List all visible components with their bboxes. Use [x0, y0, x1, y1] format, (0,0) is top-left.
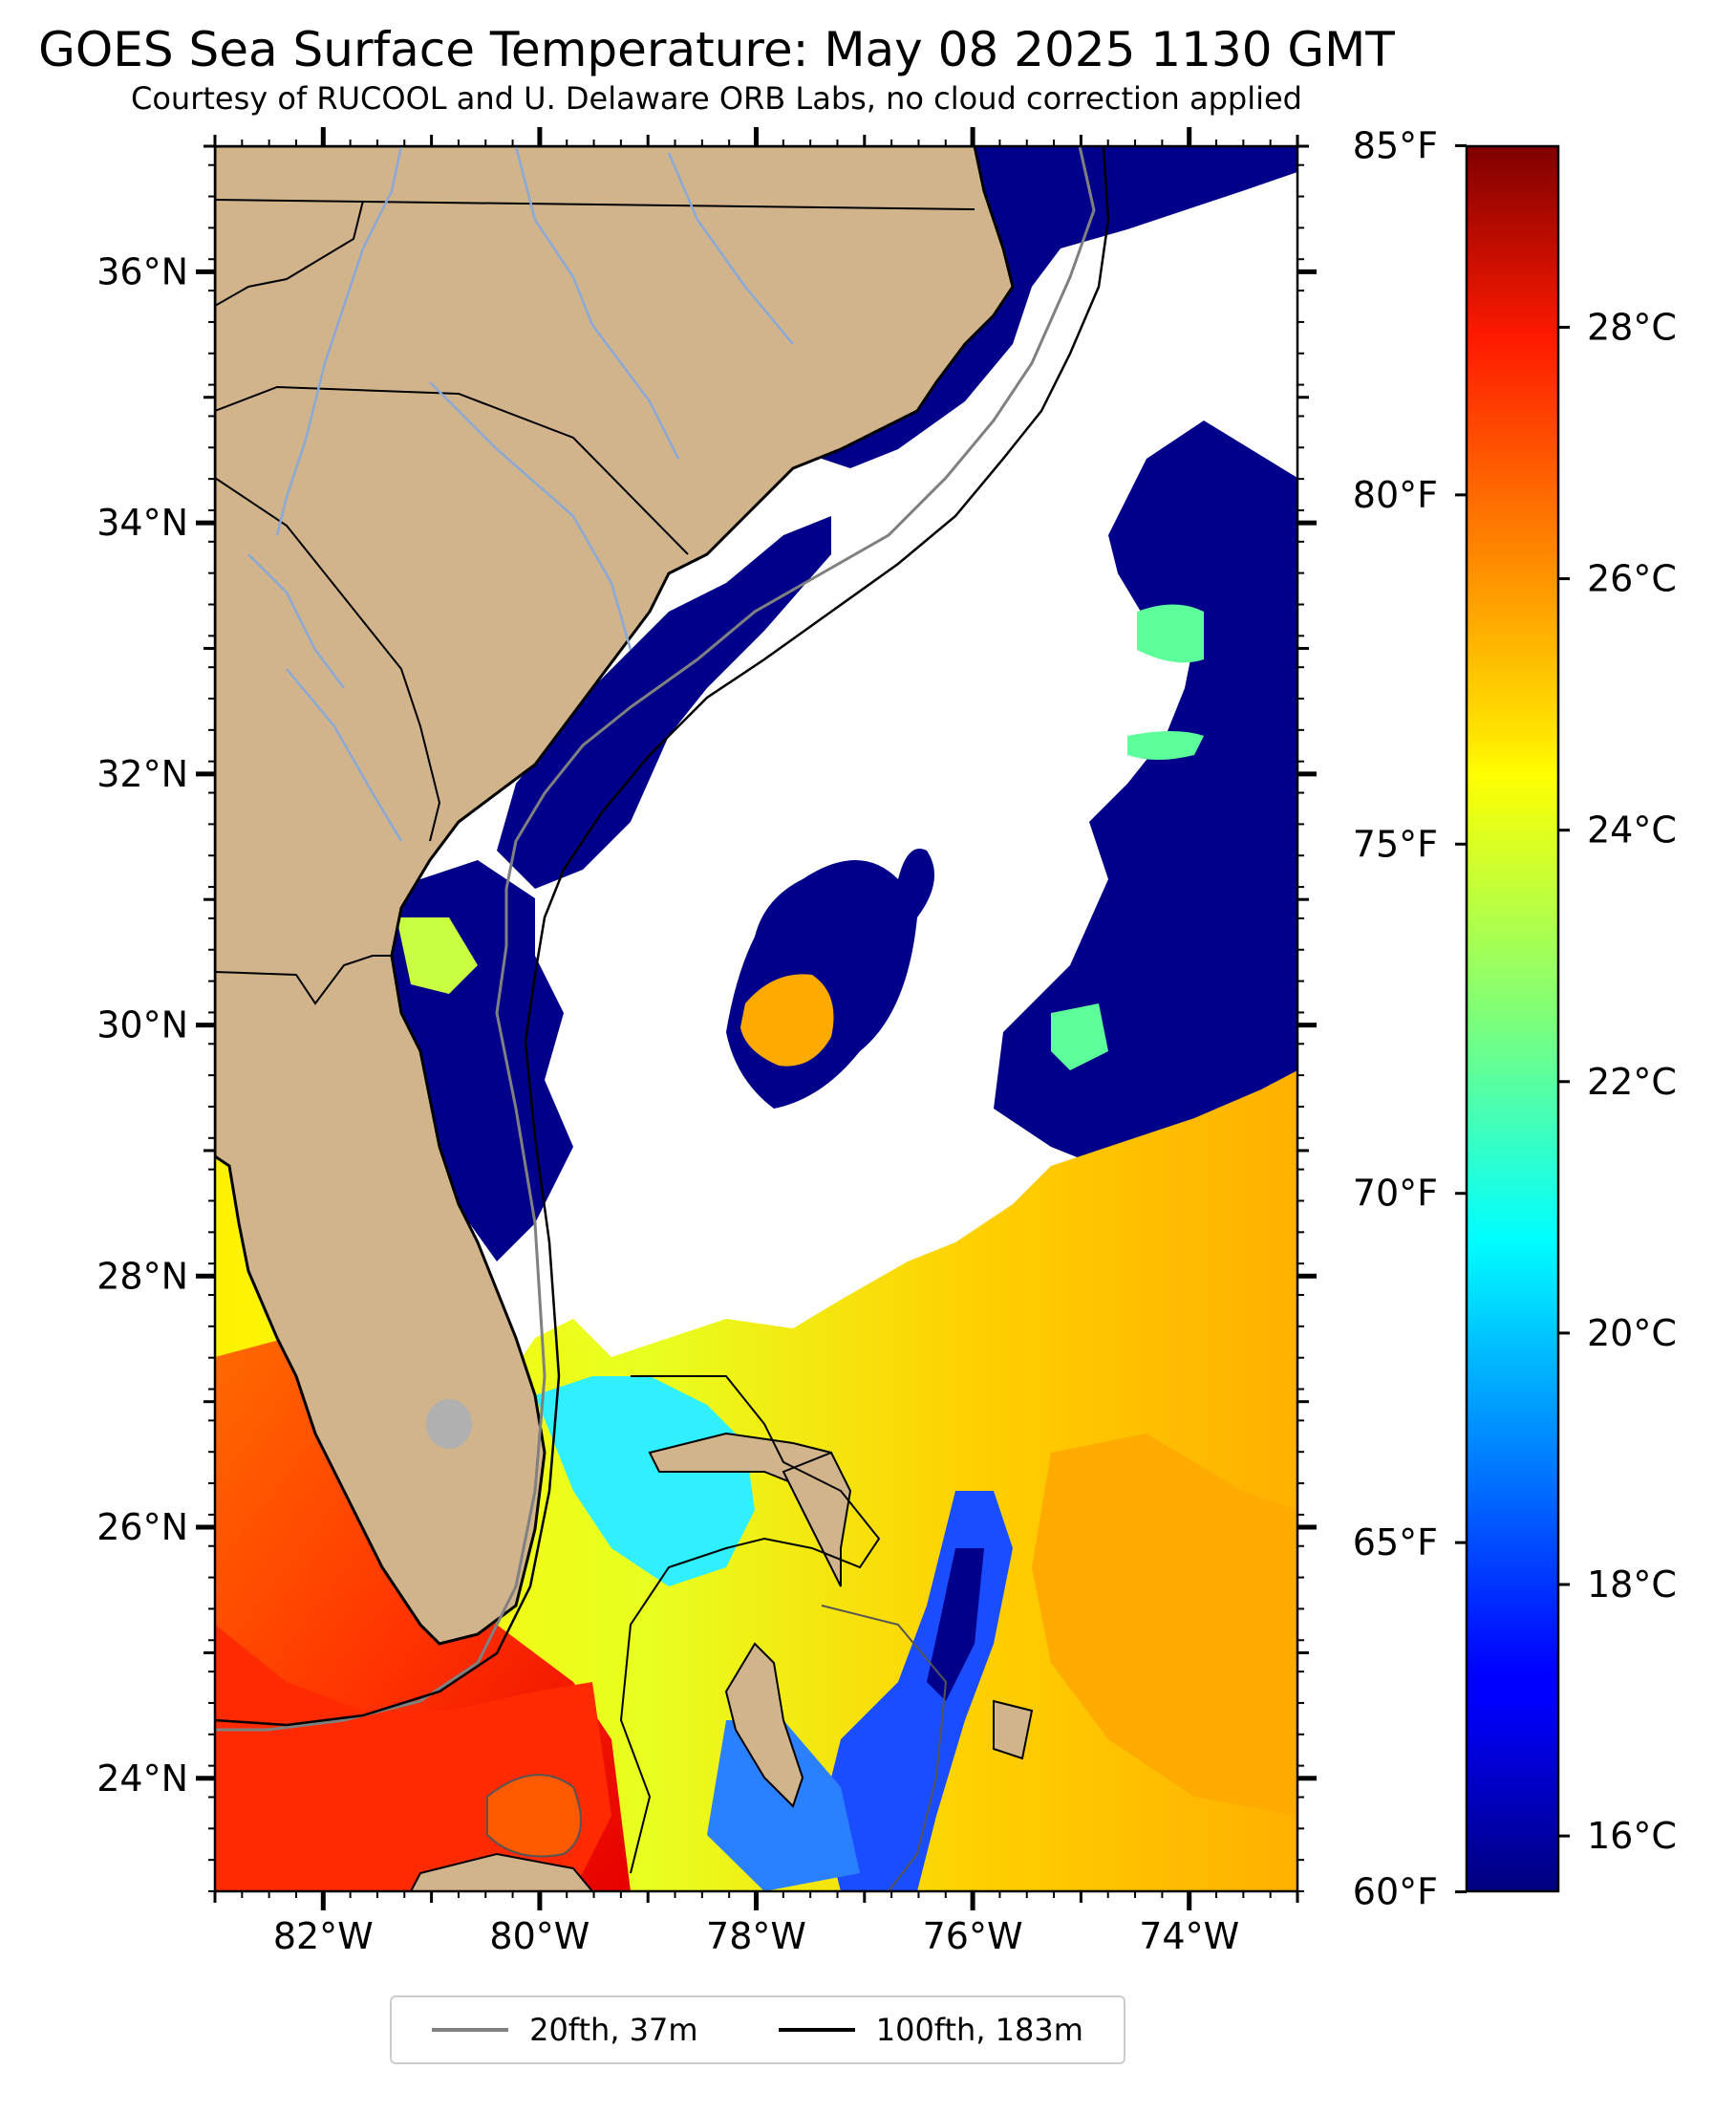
legend-swatch-20fth — [432, 2028, 509, 2032]
celsius-tick-label: 28°C — [1587, 306, 1677, 348]
map-area — [215, 146, 1297, 1891]
lat-tick-label: 34°N — [96, 502, 188, 544]
isobath-legend: 20fth, 37m 100fth, 183m — [390, 1995, 1125, 2064]
lon-tick-label: 78°W — [706, 1915, 806, 1957]
legend-label-100fth: 100fth, 183m — [875, 2012, 1083, 2048]
lon-tick-label: 76°W — [923, 1915, 1023, 1957]
cold-water-north — [822, 146, 1297, 468]
river-5 — [286, 668, 403, 842]
lat-tick-label: 30°N — [96, 1004, 188, 1046]
isobath-20fth-line — [215, 146, 1096, 1732]
isobath-contours — [215, 146, 1110, 1891]
warm-eddy-east-3 — [1051, 1003, 1108, 1070]
isobath-bahamas-100 — [619, 1375, 881, 1874]
fahrenheit-tick-label: 70°F — [1353, 1173, 1438, 1215]
lat-tick-label: 24°N — [96, 1757, 188, 1800]
cool-patch-bahamas-west — [535, 1376, 755, 1586]
cold-water-east — [994, 420, 1297, 1185]
lat-tick-label: 28°N — [96, 1255, 188, 1297]
lat-tick-label: 36°N — [96, 250, 188, 292]
celsius-tick-label: 22°C — [1587, 1061, 1677, 1103]
land-southeast-us — [215, 146, 1015, 1646]
lat-tick-label: 26°N — [96, 1506, 188, 1548]
state-border-va-nc — [215, 199, 975, 210]
celsius-tick-label: 26°C — [1587, 558, 1677, 600]
cool-patch-south — [707, 1720, 860, 1891]
legend-label-20fth: 20fth, 37m — [529, 2012, 698, 2048]
fahrenheit-tick-label: 65°F — [1353, 1521, 1438, 1563]
colorbar-ticks: 16°C 18°C 20°C 22°C 24°C 26°C 28°C 60°F 65°F 70°F… — [1353, 124, 1677, 1912]
state-border-ga-fl — [215, 955, 392, 1005]
state-border-sc-ga — [215, 477, 441, 842]
lon-tick-label: 74°W — [1139, 1915, 1239, 1957]
legend-item-100fth: 100fth, 183m — [778, 2012, 1083, 2048]
map-title: GOES Sea Surface Temperature: May 08 202… — [38, 22, 1395, 77]
fahrenheit-tick-label: 75°F — [1353, 823, 1438, 865]
fahrenheit-tick-label: 85°F — [1353, 124, 1438, 166]
fahrenheit-tick-label: 80°F — [1353, 474, 1438, 516]
cold-water-coastal-ga — [497, 516, 831, 889]
river-3 — [667, 152, 794, 345]
legend-swatch-100fth — [778, 2028, 855, 2032]
warm-eddy-east-2 — [1127, 731, 1204, 760]
celsius-tick-label: 20°C — [1587, 1312, 1677, 1354]
colorbar — [1465, 144, 1560, 1893]
land-exuma — [993, 1699, 1034, 1760]
lon-tick-label: 80°W — [489, 1915, 589, 1957]
state-border-nc-sc — [215, 385, 689, 555]
land-cuba — [409, 1852, 594, 1891]
cay-sal-bank — [486, 1774, 582, 1858]
lake-okeechobee — [426, 1399, 472, 1449]
isobath-100fth-line — [215, 146, 1110, 1727]
celsius-tick-label: 24°C — [1587, 809, 1677, 852]
river-6 — [247, 553, 345, 689]
fahrenheit-tick-label: 60°F — [1353, 1871, 1438, 1913]
warm-eddy-east-1 — [1137, 604, 1204, 663]
lat-tick-label: 32°N — [96, 753, 188, 795]
warm-core-central — [740, 974, 834, 1067]
legend-item-20fth: 20fth, 37m — [432, 2012, 698, 2048]
axis-ticks: 36°N 34°N 32°N 30°N 28°N 26°N 24°N 82°W 80°W 78°W… — [96, 127, 1317, 1957]
river-4 — [429, 381, 632, 651]
celsius-tick-label: 18°C — [1587, 1563, 1677, 1606]
lon-tick-label: 82°W — [273, 1915, 374, 1957]
warm-patch-east — [1032, 1434, 1297, 1816]
rivers — [247, 146, 794, 842]
river-1 — [275, 146, 403, 536]
isobath-bahamas-20 — [821, 1605, 948, 1891]
cold-channel-core — [927, 1548, 984, 1701]
map-subtitle: Courtesy of RUCOOL and U. Delaware ORB L… — [131, 80, 1302, 117]
river-2 — [514, 146, 680, 460]
state-border-tn — [215, 200, 364, 307]
land-abaco — [782, 1451, 852, 1587]
warm-patch-fl-1 — [396, 917, 478, 994]
celsius-tick-label: 16°C — [1587, 1815, 1677, 1857]
land-andros — [724, 1642, 804, 1808]
